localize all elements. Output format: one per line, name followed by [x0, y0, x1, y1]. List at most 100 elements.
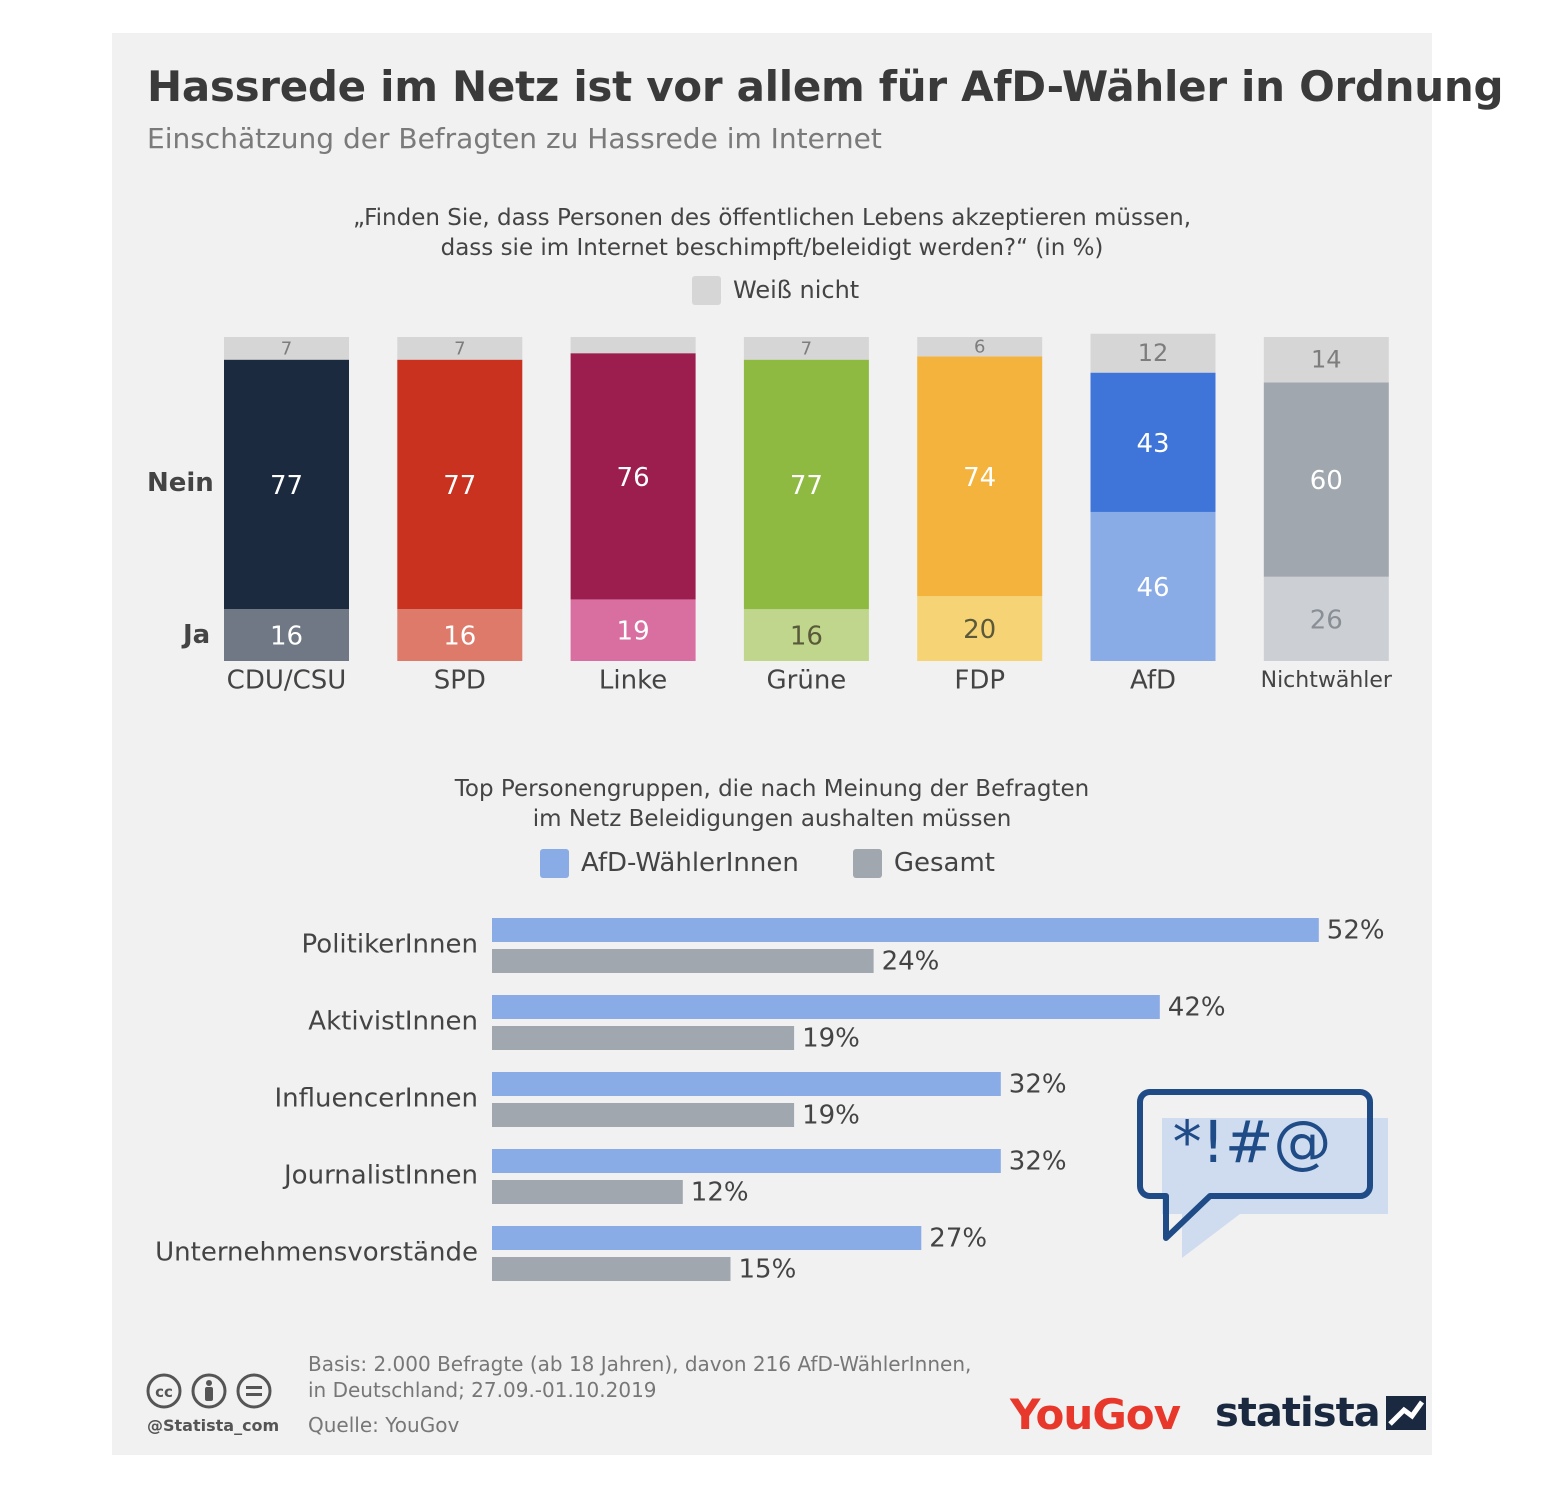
bar-afd-journalistinnen — [492, 1149, 1001, 1173]
bar-afd-aktivistinnen — [492, 995, 1160, 1019]
category-label-afd: AfD — [1130, 666, 1176, 696]
legend-swatch-afd — [540, 848, 569, 878]
bar-gesamt-journalistinnen — [492, 1180, 683, 1204]
bar-nein-cdu-csu — [224, 359, 349, 610]
bar-weiss-nicht-grüne — [743, 337, 869, 360]
label-nein-grüne: 77 — [790, 471, 823, 501]
label-ja-linke: 19 — [617, 617, 650, 647]
legend-label-weiss-nicht: Weiß nicht — [733, 276, 860, 304]
label-weiss-nicht-nichtwähler: 14 — [1311, 346, 1342, 374]
label-weiss-nicht-spd: 7 — [454, 338, 465, 359]
bar-weiss-nicht-linke — [570, 337, 696, 354]
bar-nein-fdp — [917, 356, 1043, 597]
category-label-linke: Linke — [599, 666, 667, 696]
category-label-cdu-csu: CDU/CSU — [227, 666, 347, 696]
label-nein-linke: 76 — [617, 463, 650, 493]
label-nein-afd: 43 — [1136, 429, 1169, 459]
value-gesamt-aktivistinnen: 19% — [802, 1024, 860, 1054]
value-afd-influencerinnen: 32% — [1009, 1070, 1067, 1100]
statista-wordmark: statista — [1215, 1390, 1381, 1436]
label-ja-afd: 46 — [1136, 573, 1169, 603]
bar-ja-fdp — [917, 596, 1043, 661]
bar-ja-spd — [397, 609, 523, 661]
bar-weiss-nicht-cdu-csu — [224, 337, 349, 360]
value-gesamt-politikerinnen: 24% — [882, 947, 940, 977]
bar-nein-nichtwähler — [1263, 382, 1389, 577]
value-afd-unternehmensvorstände: 27% — [929, 1224, 987, 1254]
bar-ja-grüne — [743, 609, 869, 661]
value-gesamt-unternehmensvorstände: 15% — [739, 1255, 797, 1285]
nd-icon — [236, 1373, 272, 1409]
value-afd-journalistinnen: 32% — [1009, 1147, 1067, 1177]
by-icon — [191, 1373, 227, 1409]
bar-weiss-nicht-nichtwähler — [1263, 337, 1389, 383]
speech-bubble-icon: *!#@ — [1137, 1089, 1388, 1258]
label-nein-nichtwähler: 60 — [1310, 466, 1343, 496]
chart2-title-line1: Top Personengruppen, die nach Meinung de… — [454, 776, 1090, 802]
bar-nein-grüne — [743, 359, 869, 610]
legend-label-gesamt: Gesamt — [893, 848, 995, 878]
group-label-influencerinnen: InfluencerInnen — [274, 1084, 478, 1114]
bar-nein-afd — [1090, 372, 1216, 512]
chart2-title-line2: im Netz Beleidigungen aushalten müssen — [532, 806, 1012, 832]
chart2-legend: AfD-WählerInnen Gesamt — [540, 848, 1049, 878]
value-afd-politikerinnen: 52% — [1327, 916, 1385, 946]
bar-ja-linke — [570, 599, 696, 661]
row-label-ja: Ja — [183, 620, 211, 650]
group-label-journalistinnen: JournalistInnen — [282, 1161, 478, 1191]
speech-bubble-shadow — [1162, 1118, 1388, 1258]
label-ja-nichtwähler: 26 — [1310, 605, 1343, 635]
chart1-legend: Weiß nicht — [692, 275, 859, 305]
bar-afd-unternehmensvorstände — [492, 1226, 922, 1250]
label-ja-grüne: 16 — [790, 622, 823, 652]
category-label-grüne: Grüne — [767, 666, 847, 696]
bar-weiss-nicht-fdp — [917, 337, 1043, 357]
source-note: Quelle: YouGov — [308, 1413, 460, 1437]
license-icons: cc — [146, 1373, 272, 1409]
legend-label-afd: AfD-WählerInnen — [581, 848, 799, 878]
bar-gesamt-unternehmensvorstände — [492, 1257, 731, 1281]
bar-ja-nichtwähler — [1263, 576, 1389, 661]
label-nein-fdp: 74 — [963, 463, 996, 493]
value-gesamt-journalistinnen: 12% — [691, 1178, 749, 1208]
legend-swatch-gesamt — [852, 848, 882, 878]
bar-gesamt-aktivistinnen — [492, 1026, 795, 1050]
label-nein-spd: 77 — [443, 471, 476, 501]
label-weiss-nicht-grüne: 7 — [801, 338, 812, 359]
bar-gesamt-politikerinnen — [492, 949, 874, 973]
bar-weiss-nicht-afd — [1090, 333, 1216, 373]
basis-line1: Basis: 2.000 Befragte (ab 18 Jahren), da… — [308, 1352, 972, 1376]
page-subtitle: Einschätzung der Befragten zu Hassrede i… — [147, 122, 882, 155]
svg-text:cc: cc — [155, 1383, 173, 1401]
statista-handle: @Statista_com — [147, 1416, 280, 1435]
cc-icon: cc — [146, 1373, 182, 1409]
value-gesamt-influencerinnen: 19% — [802, 1101, 860, 1131]
label-nein-cdu-csu: 77 — [270, 471, 303, 501]
bar-afd-influencerinnen — [492, 1072, 1001, 1096]
label-weiss-nicht-fdp: 6 — [974, 337, 985, 358]
legend-swatch-weiss-nicht — [692, 275, 721, 305]
statista-logo: statista — [1215, 1390, 1426, 1436]
category-label-fdp: FDP — [954, 666, 1005, 696]
bar-afd-politikerinnen — [492, 918, 1319, 942]
legend-item-gesamt: Gesamt — [852, 848, 995, 878]
category-label-nichtwähler: Nichtwähler — [1261, 668, 1393, 693]
basis-line2: in Deutschland; 27.09.-01.10.2019 — [308, 1378, 657, 1402]
page-title: Hassrede im Netz ist vor allem für AfD-W… — [147, 62, 1504, 111]
bar-ja-cdu-csu — [224, 609, 349, 661]
label-weiss-nicht-cdu-csu: 7 — [281, 338, 292, 359]
chart1-question-line2: dass sie im Internet beschimpft/beleidig… — [440, 235, 1104, 261]
statista-mark-icon — [1385, 1396, 1426, 1430]
speech-bubble-outline — [1137, 1089, 1373, 1241]
label-weiss-nicht-afd: 12 — [1138, 339, 1169, 367]
speech-bubble-text: *!#@ — [1173, 1108, 1332, 1176]
label-ja-cdu-csu: 16 — [270, 622, 303, 652]
row-label-nein: Nein — [147, 468, 214, 498]
group-label-aktivistinnen: AktivistInnen — [308, 1007, 478, 1037]
value-afd-aktivistinnen: 42% — [1168, 993, 1226, 1023]
group-label-politikerinnen: PolitikerInnen — [302, 930, 478, 960]
bar-nein-spd — [397, 359, 523, 610]
label-ja-fdp: 20 — [963, 615, 996, 645]
yougov-logo: YouGov — [1010, 1390, 1181, 1439]
